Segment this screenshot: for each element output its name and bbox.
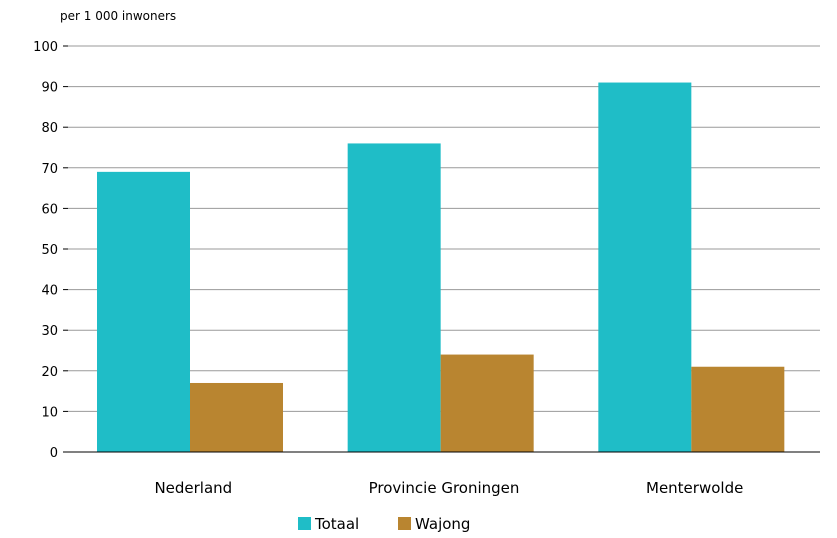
bar-wajong-1 [440,354,534,452]
category-label: Menterwolde [646,479,743,497]
legend: Totaal Wajong [298,515,470,533]
bar-totaal-0 [97,171,190,453]
y-tick-label: 70 [41,162,58,177]
y-tick-label: 0 [50,446,58,461]
y-tick-label: 80 [41,121,58,136]
bar-totaal-2 [598,82,692,452]
bar-wajong-2 [691,366,785,452]
legend-label-wajong: Wajong [415,515,470,533]
y-tick-label: 10 [41,405,58,420]
y-axis-ticks: 0 10 20 30 40 50 60 70 80 90 100 [33,40,68,461]
gridlines [68,45,820,412]
legend-swatch-wajong [398,517,411,530]
bar-wajong-0 [190,382,283,452]
unit-label: per 1 000 inwoners [60,9,176,23]
legend-swatch-totaal [298,517,311,530]
category-labels: Nederland Provincie Groningen Menterwolde [154,479,743,497]
category-label: Nederland [154,479,232,497]
category-label: Provincie Groningen [369,479,520,497]
y-tick-label: 20 [41,365,58,380]
y-tick-label: 50 [41,243,58,258]
y-tick-label: 90 [41,81,58,96]
y-tick-label: 40 [41,284,58,299]
bars [97,82,785,453]
legend-label-totaal: Totaal [314,515,359,533]
y-tick-label: 100 [33,40,58,55]
bar-totaal-1 [347,143,441,452]
y-tick-label: 30 [41,324,58,339]
y-tick-label: 60 [41,202,58,217]
